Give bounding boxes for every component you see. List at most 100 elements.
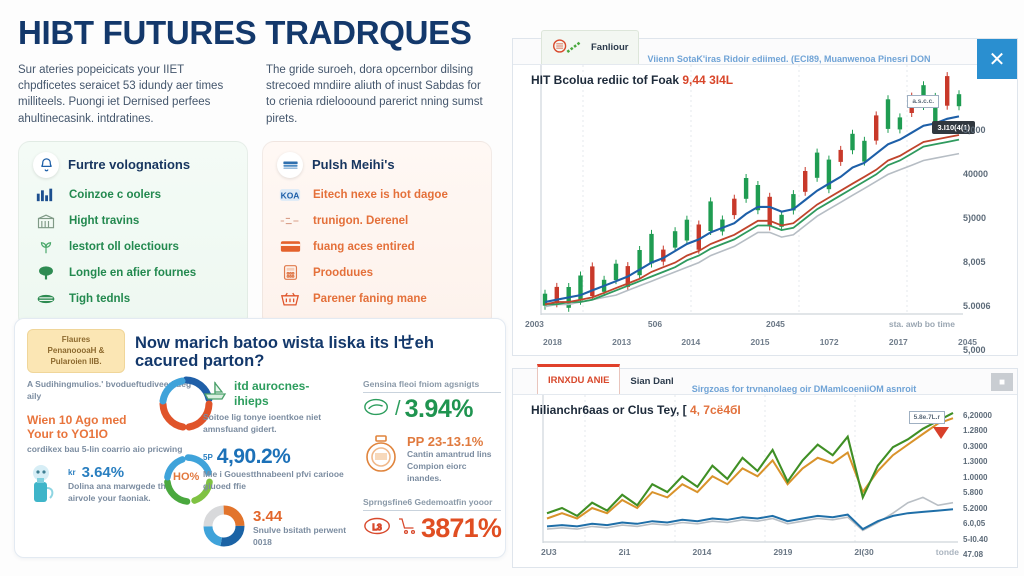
divider bbox=[363, 510, 501, 511]
basket-icon bbox=[277, 289, 303, 309]
y-tick: 5)000 bbox=[957, 213, 1015, 223]
feature-cards-row: Furtre volognations Coinzoe c oolers bbox=[18, 141, 492, 328]
list-item[interactable]: trunigon. Derenel bbox=[277, 211, 479, 231]
divider bbox=[363, 392, 501, 393]
metrics-column-3: Gensina fleoi fniom agsnigts / 3.94% bbox=[363, 379, 501, 552]
x-tick: 2015 bbox=[751, 337, 770, 347]
list-item[interactable]: Hight travins bbox=[33, 211, 235, 231]
list-item[interactable]: Tigh tednls bbox=[33, 289, 235, 309]
calc-icon bbox=[277, 263, 303, 283]
chart-bottom-tab[interactable]: IRNXDU ANIE bbox=[537, 364, 620, 394]
cycle-center-label: HO% bbox=[173, 471, 199, 483]
y-tick: 5.800 bbox=[957, 488, 1015, 497]
column2-note: Soitoe lig tonye ioentkoe niet amnsfuand… bbox=[203, 412, 355, 436]
list-item[interactable]: Prooduues bbox=[277, 263, 479, 283]
x-tick-note: sta. awb bo time bbox=[889, 319, 955, 329]
chart-top-tab[interactable]: Fanliour bbox=[541, 30, 639, 64]
list-item-label: lestort oll olectiours bbox=[69, 241, 179, 253]
badge-line-3: Pularoien IIB. bbox=[35, 357, 117, 368]
metrics-panel-header: Flaures PenanoooaH & Pularoien IIB. Now … bbox=[27, 329, 493, 373]
chart-bottom-tabbar: IRNXDU ANIE Sian Danl Sirgzoas for trvna… bbox=[513, 369, 1017, 395]
list-item[interactable]: fuang aces entired bbox=[277, 237, 479, 257]
donut-chart-icon bbox=[203, 505, 245, 552]
list-item[interactable]: lestort oll olectiours bbox=[33, 237, 235, 257]
book-icon bbox=[277, 152, 303, 178]
badge-line-2: PenanoooaH & bbox=[35, 346, 117, 357]
boat-icon bbox=[203, 379, 227, 406]
x-tick: 2U3 bbox=[541, 547, 557, 557]
chart-bottom-xaxis: 2U3 2i1 2014 2919 2I(30 tonde bbox=[541, 547, 959, 557]
tag-circle-icon: L3 bbox=[363, 514, 393, 543]
intro-text-right: The gride suroeh, dora opcernbor dilsing… bbox=[266, 62, 492, 127]
x-tick: 2I(30 bbox=[854, 547, 873, 557]
triangle-down-marker bbox=[933, 427, 949, 439]
x-tick: 2013 bbox=[612, 337, 631, 347]
feature-card-orange-header: Pulsh Meihi's bbox=[275, 152, 479, 178]
chart-top-plot bbox=[523, 65, 963, 315]
list-item[interactable]: KOA Eitech nexe is hot dagoe bbox=[277, 185, 479, 205]
stat-value-4902: 4,90.2% bbox=[217, 445, 291, 469]
list-item[interactable]: Coinzoe c oolers bbox=[33, 185, 235, 205]
building-icon bbox=[33, 211, 59, 231]
metrics-panel: Flaures PenanoooaH & Pularoien IIB. Now … bbox=[14, 318, 506, 558]
feature-card-orange-title: Pulsh Meihi's bbox=[312, 157, 395, 172]
x-tick: 2018 bbox=[543, 337, 562, 347]
chart-bottom-plot bbox=[523, 395, 958, 543]
chart-bottom-box-tag: 5.8e.7L.r bbox=[909, 411, 945, 424]
list-item-label: Coinzoe c oolers bbox=[69, 189, 161, 201]
list-item[interactable]: Longle en afier fournes bbox=[33, 263, 235, 283]
column3-kicker-2: Sprngsfine6 Gedemoatfin yooor bbox=[363, 497, 501, 507]
slash-icon: / bbox=[395, 398, 401, 421]
feature-card-green-title: Furtre volognations bbox=[68, 157, 190, 172]
list-item[interactable]: Parener faning mane bbox=[277, 289, 479, 309]
stat-value-pp: PP 23-13.1% bbox=[407, 434, 501, 449]
column3-kicker-1: Gensina fleoi fniom agsnigts bbox=[363, 379, 501, 389]
chart-window-top: Fanliour Viienn SotaK'iras Ridoir ediime… bbox=[512, 38, 1018, 356]
page-title: HIBT FUTURES TRADRQUES bbox=[18, 16, 492, 50]
list-item-label: fuang aces entired bbox=[313, 241, 415, 253]
y-tick: 5,000 bbox=[957, 125, 1015, 135]
chart-bottom-title-text: Hilianchr6aas or Clus Tey, [ bbox=[531, 403, 687, 417]
chart-top-title-number: 9,44 3I4L bbox=[682, 73, 733, 87]
y-tick: 6,20000 bbox=[957, 411, 1015, 420]
chart-bottom-subtitle: Sirgzoas for trvnanolaeg oir DMamlcoenii… bbox=[684, 384, 1017, 394]
x-tick: 2045 bbox=[766, 319, 785, 329]
card-icon bbox=[277, 237, 303, 257]
stat-344-description: Snulve bsitath perwent 0018 bbox=[253, 525, 355, 549]
badge-icon: KOA bbox=[277, 185, 303, 205]
y-tick: 47.08 bbox=[957, 550, 1015, 559]
chart-bottom-tab-label: IRNXDU ANIE bbox=[548, 375, 609, 386]
y-tick: 1.3000 bbox=[957, 457, 1015, 466]
metrics-column-2: itd aurocnes- ihieps Soitoe lig tonye io… bbox=[203, 379, 355, 552]
chart-top-xaxis-row1: 2003 506 2045 sta. awb bo time bbox=[525, 319, 955, 329]
y-tick: 5.0006 bbox=[957, 301, 1015, 311]
y-tick: 0.3000 bbox=[957, 442, 1015, 451]
y-tick: 1.0000 bbox=[957, 473, 1015, 482]
intro-paragraphs: Sur ateries popeicicats your IIET chpdfi… bbox=[18, 62, 492, 127]
x-tick: 1072 bbox=[820, 337, 839, 347]
svg-text:L3: L3 bbox=[372, 522, 382, 532]
tree-icon bbox=[33, 263, 59, 283]
chart-bottom-body: Hilianchr6aas or Clus Tey, [ 4, 7сё4бІ 5… bbox=[513, 395, 1017, 569]
stat-prefix: kr bbox=[68, 468, 76, 477]
close-icon[interactable]: ■ bbox=[991, 373, 1013, 391]
badge-line-1: Flaures bbox=[35, 335, 117, 346]
list-item-label: Prooduues bbox=[313, 267, 373, 279]
status-badge: Flaures PenanoooaH & Pularoien IIB. bbox=[27, 329, 125, 373]
bell-icon bbox=[33, 152, 59, 178]
svg-text:KOA: KOA bbox=[281, 190, 300, 200]
stat-value-364: 3.64% bbox=[82, 464, 125, 481]
metrics-panel-title: Now marich batoo wista liska its lせeh ca… bbox=[135, 329, 493, 370]
chart-top-tab-label: Fanliour bbox=[591, 42, 628, 53]
list-item-label: Tigh tednls bbox=[69, 293, 130, 305]
chart-top-xaxis-row2: 2018 2013 2014 2015 1072 2017 2045 bbox=[543, 337, 977, 347]
chart-top-body: HIT Bcolua rediic tof Foak 9,44 3I4L bbox=[513, 65, 1017, 357]
chart-top-title: HIT Bcolua rediic tof Foak 9,44 3I4L bbox=[531, 73, 733, 87]
chart-top-box-tag: a.s.c.c. bbox=[907, 95, 939, 108]
chart-bottom-tab-2[interactable]: Sian Danl bbox=[620, 368, 683, 394]
chart-bottom-title-number: 4, 7сё4бІ bbox=[690, 403, 741, 417]
list-item-label: Parener faning mane bbox=[313, 293, 427, 305]
stat-pp-description: Cantin amantrud lins Compion eiorc inand… bbox=[407, 449, 501, 485]
stat-prefix-2: 5P bbox=[203, 453, 213, 462]
x-tick: 2045 bbox=[958, 337, 977, 347]
